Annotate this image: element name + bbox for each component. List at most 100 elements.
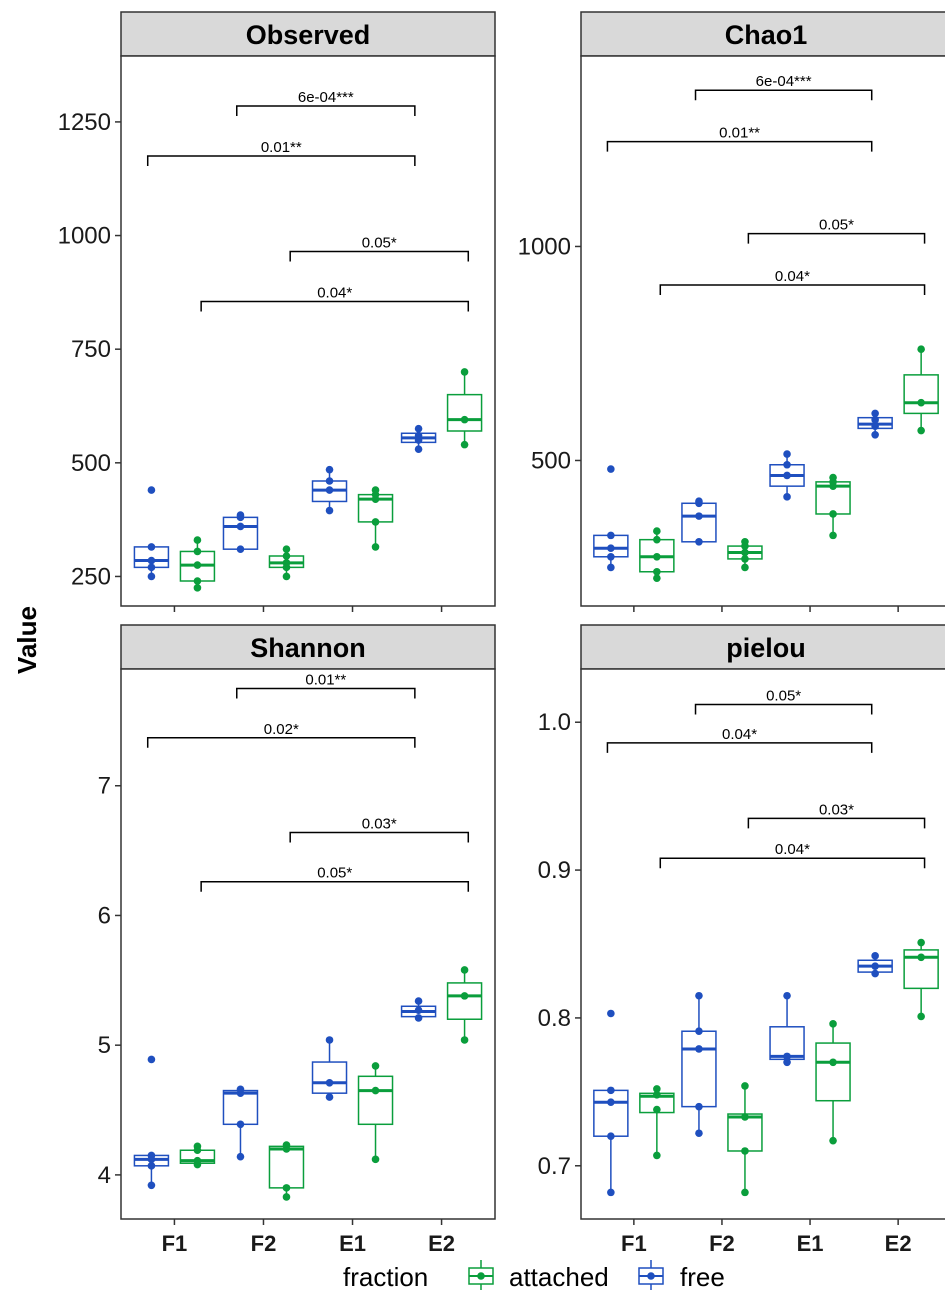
data-point xyxy=(695,497,703,505)
data-point xyxy=(829,510,837,518)
data-point xyxy=(282,552,291,560)
significance-bracket: 0.01** xyxy=(236,671,416,699)
data-point xyxy=(741,548,749,557)
data-point xyxy=(460,966,469,974)
data-point xyxy=(607,1188,615,1197)
data-point xyxy=(653,552,661,561)
bracket-line xyxy=(747,232,926,244)
data-point xyxy=(783,1052,791,1061)
x-tick-label: E2 xyxy=(428,1231,455,1256)
box-e1-free xyxy=(769,991,805,1067)
y-tick-label: 1.0 xyxy=(538,709,571,736)
data-point xyxy=(829,473,837,482)
p-value-label: 0.05* xyxy=(362,234,397,251)
x-tick-label: F1 xyxy=(621,1231,647,1256)
plot-area xyxy=(120,668,496,1220)
legend-label-free: free xyxy=(680,1262,725,1290)
data-point xyxy=(783,493,791,501)
data-point xyxy=(695,1102,703,1111)
y-tick-label: 5 xyxy=(98,1032,111,1059)
y-tick-label: 1000 xyxy=(518,233,571,260)
box-e1-free xyxy=(311,465,348,515)
legend-key-point xyxy=(647,1272,655,1280)
significance-bracket: 0.02* xyxy=(146,721,416,748)
data-point xyxy=(147,1151,156,1160)
box-e1-attached xyxy=(357,486,394,551)
strip-pielou xyxy=(580,624,945,670)
data-point xyxy=(325,465,334,474)
bracket-line xyxy=(747,817,926,829)
strip-title: Observed xyxy=(246,20,371,50)
data-point xyxy=(325,1036,334,1044)
y-tick-label: 6 xyxy=(98,902,111,929)
data-point xyxy=(371,543,380,551)
data-point xyxy=(414,1006,423,1014)
x-tick-label: F1 xyxy=(162,1231,188,1256)
box-e1-attached xyxy=(815,1020,851,1145)
p-value-label: 0.04* xyxy=(317,284,352,301)
box-e2-attached xyxy=(903,345,939,435)
box-body xyxy=(268,1145,305,1189)
data-point xyxy=(147,1055,156,1064)
data-point xyxy=(193,561,202,569)
data-point xyxy=(607,531,615,540)
significance-bracket: 0.05* xyxy=(694,687,873,715)
data-point xyxy=(147,1162,156,1170)
data-point xyxy=(236,1120,245,1129)
box-e1-attached xyxy=(357,1062,394,1164)
data-point xyxy=(325,486,334,494)
data-point xyxy=(653,567,661,576)
data-point xyxy=(695,1027,703,1036)
data-point xyxy=(325,1078,334,1087)
box-e2-free xyxy=(400,997,437,1022)
data-point xyxy=(414,424,423,433)
data-point xyxy=(783,460,791,469)
data-point xyxy=(695,991,703,1000)
strip-title: pielou xyxy=(726,633,806,663)
bracket-line xyxy=(289,250,470,262)
significance-bracket: 0.04* xyxy=(200,284,470,312)
data-point xyxy=(917,953,925,962)
data-point xyxy=(236,1152,245,1161)
data-point xyxy=(741,1082,749,1090)
panel-chao1: Chao1 500 1000 6e-04*** 0.01** 0.05* 0.04* xyxy=(518,11,945,612)
significance-bracket: 0.01** xyxy=(146,139,416,166)
legend-key-point xyxy=(477,1272,485,1280)
bracket-line xyxy=(606,140,873,152)
p-value-label: 0.05* xyxy=(819,217,854,234)
box-body xyxy=(903,374,939,415)
data-point xyxy=(607,465,615,473)
significance-bracket: 0.05* xyxy=(747,217,926,244)
box-f2-attached xyxy=(268,545,305,581)
data-point xyxy=(193,536,202,544)
y-axis-label: Value xyxy=(12,606,42,674)
data-point xyxy=(653,535,661,544)
data-point xyxy=(783,471,791,480)
data-point xyxy=(371,486,380,494)
box-body xyxy=(311,1061,348,1094)
y-tick-label: 1000 xyxy=(58,223,111,250)
bracket-line xyxy=(236,687,416,699)
data-point xyxy=(871,969,879,978)
data-point xyxy=(829,531,837,540)
x-tick-label: F2 xyxy=(251,1231,277,1256)
y-tick-label: 0.7 xyxy=(538,1153,571,1180)
data-point xyxy=(695,1129,703,1138)
strip-title: Shannon xyxy=(250,633,366,663)
data-point xyxy=(414,1014,423,1022)
p-value-label: 0.03* xyxy=(362,815,397,832)
data-point xyxy=(607,1009,615,1018)
box-f2-free xyxy=(222,511,259,553)
box-f1-attached xyxy=(639,527,675,582)
data-point xyxy=(282,545,291,553)
significance-bracket: 0.01** xyxy=(606,125,873,152)
y-tick-label: 1250 xyxy=(58,109,111,136)
data-point xyxy=(695,1045,703,1053)
data-point xyxy=(414,431,423,440)
data-point xyxy=(371,1062,380,1070)
box-f2-free xyxy=(681,497,717,546)
legend-label-attached: attached xyxy=(509,1262,609,1290)
bracket-line xyxy=(200,300,470,312)
data-point xyxy=(741,563,749,572)
plot-area xyxy=(120,55,496,607)
